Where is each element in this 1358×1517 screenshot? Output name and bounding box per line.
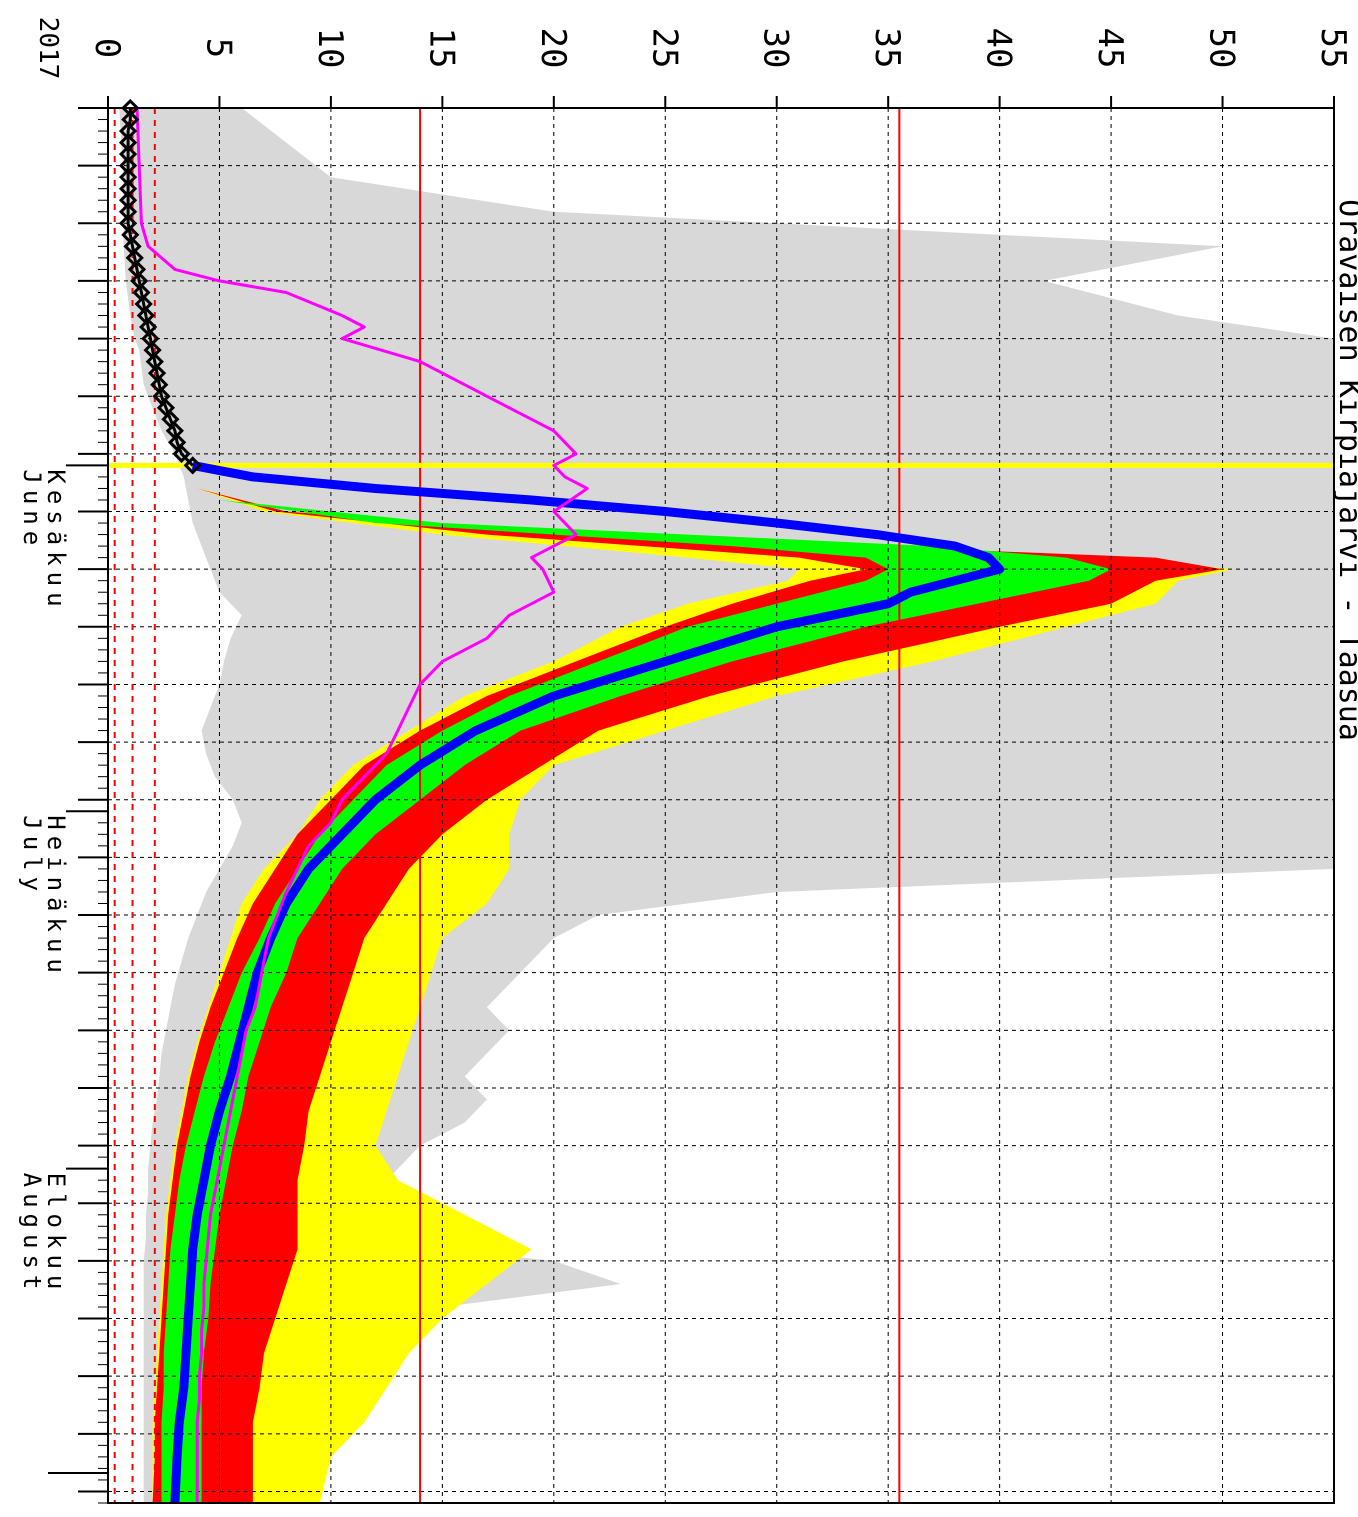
observed-point (118, 121, 138, 141)
y-tick-label: 55 (1313, 28, 1353, 69)
y-tick-label: 10 (310, 28, 350, 69)
x-axis (78, 107, 108, 1504)
chart-title: Oravaisen Kirpiäjärvi - Taasua (1332, 199, 1358, 741)
envelope-area (119, 108, 1335, 1503)
comparison-line (135, 107, 589, 1503)
year-label: 2017 (33, 17, 63, 80)
y-tick-label: 25 (644, 28, 684, 69)
y-tick-label: 15 (421, 28, 461, 69)
y-tick-label: 0 (87, 38, 127, 58)
y-tick-label: 45 (1090, 28, 1130, 69)
observed-point (118, 191, 138, 210)
plot-frame (107, 107, 1335, 1504)
y-tick-label: 20 (533, 28, 573, 69)
observed-point (121, 98, 140, 118)
y-tick-label: 35 (867, 28, 907, 69)
month-label-en: July (18, 815, 46, 897)
observed-point (118, 133, 138, 152)
comparison-line-group (135, 107, 589, 1503)
observed-point (183, 456, 202, 475)
grid (108, 108, 1334, 1503)
envelope-polygon (119, 108, 1335, 1503)
median-line-group (170, 460, 1005, 1504)
month-label-fi: Kesäkuu (42, 469, 70, 612)
observed-point (118, 156, 138, 175)
observed-point (118, 144, 138, 164)
chart-title-group: Oravaisen Kirpiäjärvi - Taasua (1332, 199, 1358, 741)
y-tick-label: 30 (756, 28, 796, 69)
y-tick-label: 50 (1202, 28, 1242, 69)
y-tick-label: 5 (198, 38, 238, 58)
observed-point (118, 202, 138, 221)
observed-series (118, 98, 202, 475)
observed-point (172, 444, 191, 463)
month-label-en: August (18, 1173, 46, 1296)
observed-point (118, 168, 138, 187)
y-axis: 0 5 10 15 20 25 30 35 40 45 50 55 (87, 28, 1353, 108)
month-label-en: June (18, 469, 46, 551)
plot-border (107, 107, 1335, 1504)
observed-point (118, 179, 138, 198)
median-line (170, 460, 1005, 1504)
y-tick-label: 40 (979, 28, 1019, 69)
month-label-fi: Elokuu (42, 1173, 70, 1296)
month-label-fi: Heinäkuu (42, 815, 70, 979)
